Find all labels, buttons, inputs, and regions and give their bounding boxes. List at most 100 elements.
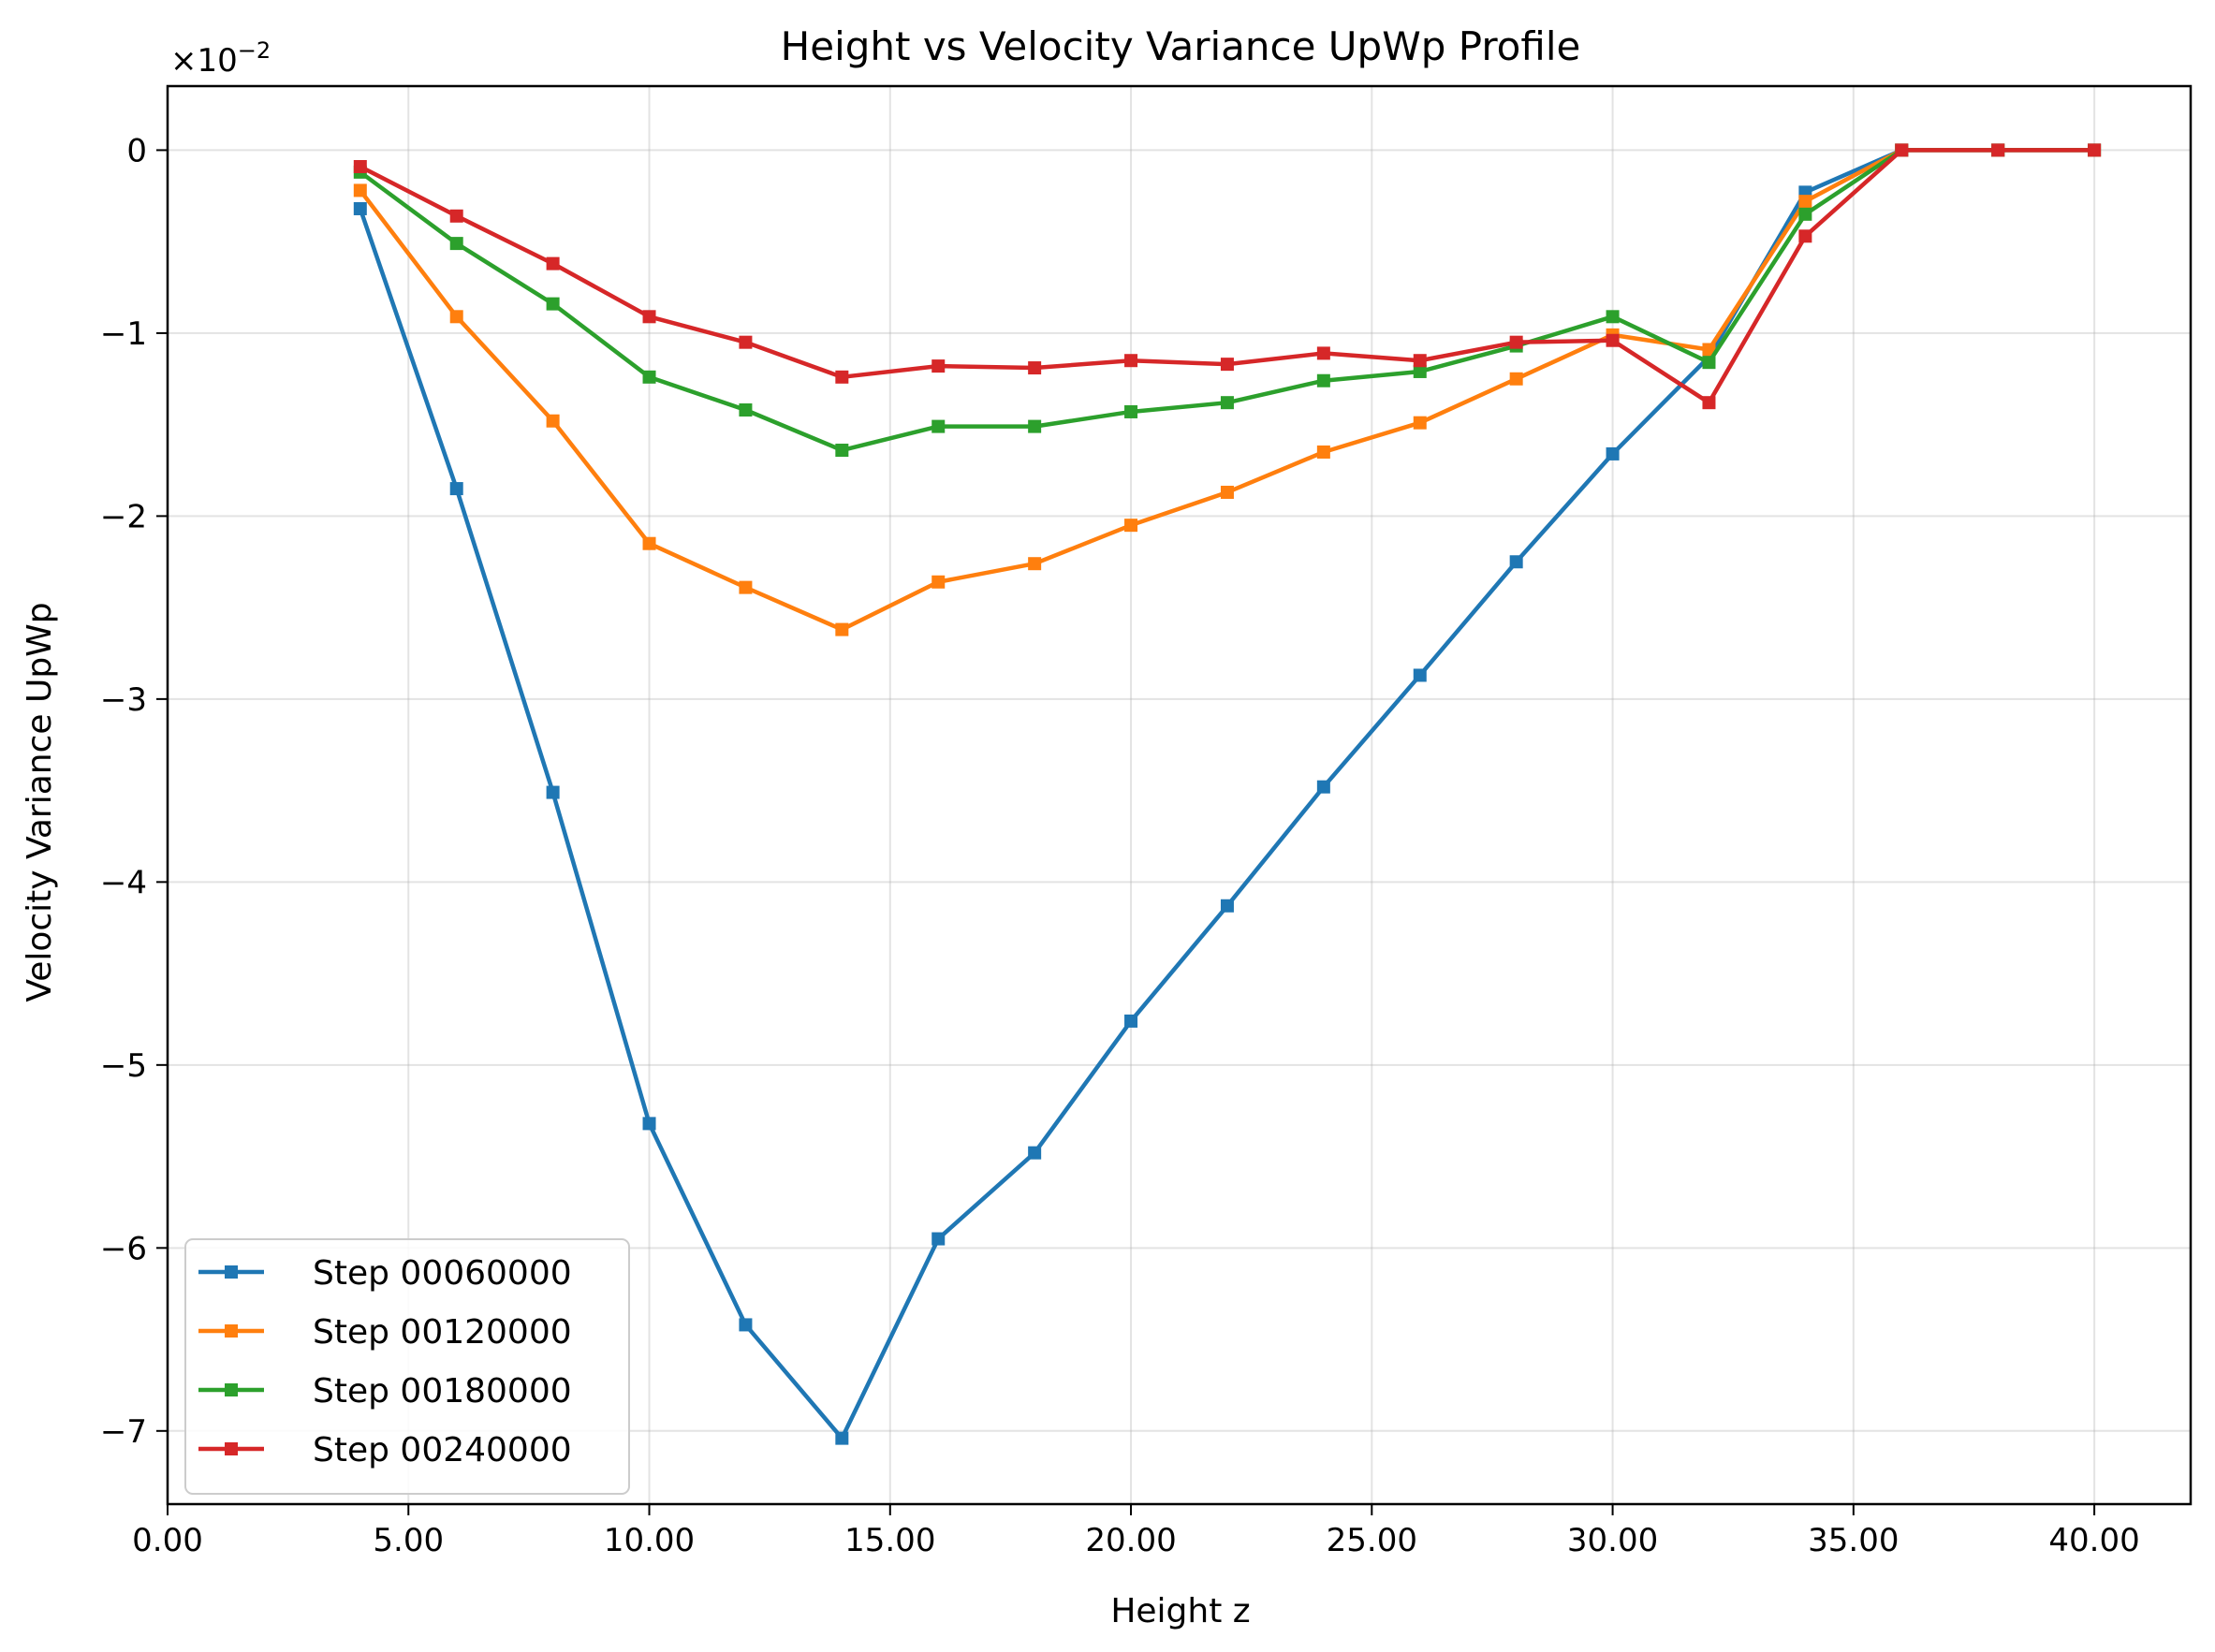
series-group — [353, 143, 2102, 1445]
data-point — [1798, 195, 1812, 209]
data-point — [1702, 356, 1716, 370]
legend-swatch-marker — [225, 1265, 238, 1279]
legend-item: Step 00180000 — [198, 1372, 572, 1411]
data-point — [449, 209, 463, 223]
legend-swatch-marker — [225, 1324, 238, 1338]
data-point — [1413, 354, 1427, 368]
legend-swatch-marker — [225, 1442, 238, 1455]
data-point — [546, 256, 560, 270]
legend-label: Step 00120000 — [313, 1313, 572, 1352]
data-point — [1798, 207, 1812, 221]
data-point — [1220, 485, 1234, 499]
data-point — [1895, 143, 1909, 157]
data-point — [1028, 557, 1042, 571]
data-point — [1124, 354, 1138, 368]
data-point — [1991, 143, 2005, 157]
data-point — [1509, 372, 1523, 386]
legend-label: Step 00180000 — [313, 1372, 572, 1411]
x-tick-label: 15.00 — [844, 1522, 935, 1559]
data-point — [835, 622, 849, 636]
y-tick-label: −4 — [100, 864, 147, 901]
data-point — [1702, 396, 1716, 410]
legend-label: Step 00060000 — [313, 1254, 572, 1293]
data-point — [835, 370, 849, 384]
legend-item: Step 00060000 — [198, 1254, 572, 1293]
y-offset-label: ×10−2 — [170, 37, 271, 80]
data-point — [1606, 446, 1620, 461]
data-point — [1509, 335, 1523, 349]
x-tick-label: 40.00 — [2048, 1522, 2139, 1559]
data-point — [642, 536, 656, 550]
data-point — [1316, 346, 1330, 360]
data-point — [931, 359, 946, 373]
data-point — [1316, 373, 1330, 387]
data-point — [931, 1232, 946, 1246]
data-point — [1509, 555, 1523, 569]
data-point — [1702, 343, 1716, 357]
series-4 — [353, 143, 2102, 410]
data-point — [1124, 404, 1138, 418]
data-point — [1220, 358, 1234, 372]
plot-area-frame — [166, 84, 2193, 1506]
x-axis: 0.00 5.00 10.00 15.00 20.00 25.00 30.00 35.00 40… — [132, 1504, 2140, 1559]
data-point — [1606, 310, 1620, 324]
data-point — [449, 310, 463, 324]
data-point — [642, 310, 656, 324]
data-point — [1028, 361, 1042, 375]
x-tick-label: 25.00 — [1327, 1522, 1417, 1559]
y-axis: 0 −1 −2 −3 −4 −5 −6 −7 — [100, 132, 168, 1451]
legend-swatch-marker — [225, 1383, 238, 1396]
y-tick-label: −2 — [100, 498, 147, 535]
data-point — [1413, 364, 1427, 378]
data-point — [642, 1117, 656, 1131]
data-point — [1413, 416, 1427, 430]
legend-label: Step 00240000 — [313, 1431, 572, 1469]
chart-title: Height vs Velocity Variance UpWp Profile — [781, 23, 1581, 69]
data-point — [931, 575, 946, 589]
legend-box — [184, 1238, 630, 1495]
data-point — [1028, 1146, 1042, 1160]
x-axis-title: Height z — [1110, 1592, 1250, 1630]
y-tick-label: −5 — [100, 1047, 147, 1085]
data-point — [739, 580, 753, 594]
data-point — [1028, 419, 1042, 433]
data-point — [1316, 780, 1330, 794]
data-point — [546, 297, 560, 311]
y-axis-title: Velocity Variance UpWp — [21, 602, 59, 1001]
y-tick-label: −1 — [100, 315, 147, 353]
data-point — [353, 201, 367, 215]
data-point — [1220, 396, 1234, 410]
data-point — [1316, 445, 1330, 459]
data-point — [1798, 229, 1812, 243]
data-point — [449, 237, 463, 251]
x-tick-label: 20.00 — [1085, 1522, 1176, 1559]
legend-item: Step 00240000 — [198, 1431, 572, 1469]
data-point — [2088, 143, 2102, 157]
y-tick-label: −3 — [100, 681, 147, 719]
data-point — [931, 419, 946, 433]
data-point — [353, 160, 367, 174]
data-point — [835, 1431, 849, 1445]
y-tick-label: 0 — [126, 132, 147, 169]
data-point — [546, 785, 560, 799]
legend: Step 00060000 Step 00120000 Step 00180000 S… — [184, 1238, 630, 1495]
data-point — [546, 414, 560, 428]
x-tick-label: 5.00 — [373, 1522, 444, 1559]
data-point — [642, 370, 656, 384]
data-point — [1413, 668, 1427, 682]
data-point — [1124, 519, 1138, 533]
y-tick-label: −6 — [100, 1230, 147, 1267]
x-tick-label: 35.00 — [1808, 1522, 1899, 1559]
data-point — [449, 482, 463, 496]
y-tick-label: −7 — [100, 1413, 147, 1451]
data-point — [1220, 899, 1234, 913]
x-tick-label: 10.00 — [604, 1522, 695, 1559]
data-point — [739, 403, 753, 417]
data-point — [739, 335, 753, 349]
data-point — [835, 444, 849, 458]
x-tick-label: 30.00 — [1567, 1522, 1658, 1559]
data-point — [1124, 1014, 1138, 1028]
data-point — [353, 183, 367, 197]
legend-item: Step 00120000 — [198, 1313, 572, 1352]
